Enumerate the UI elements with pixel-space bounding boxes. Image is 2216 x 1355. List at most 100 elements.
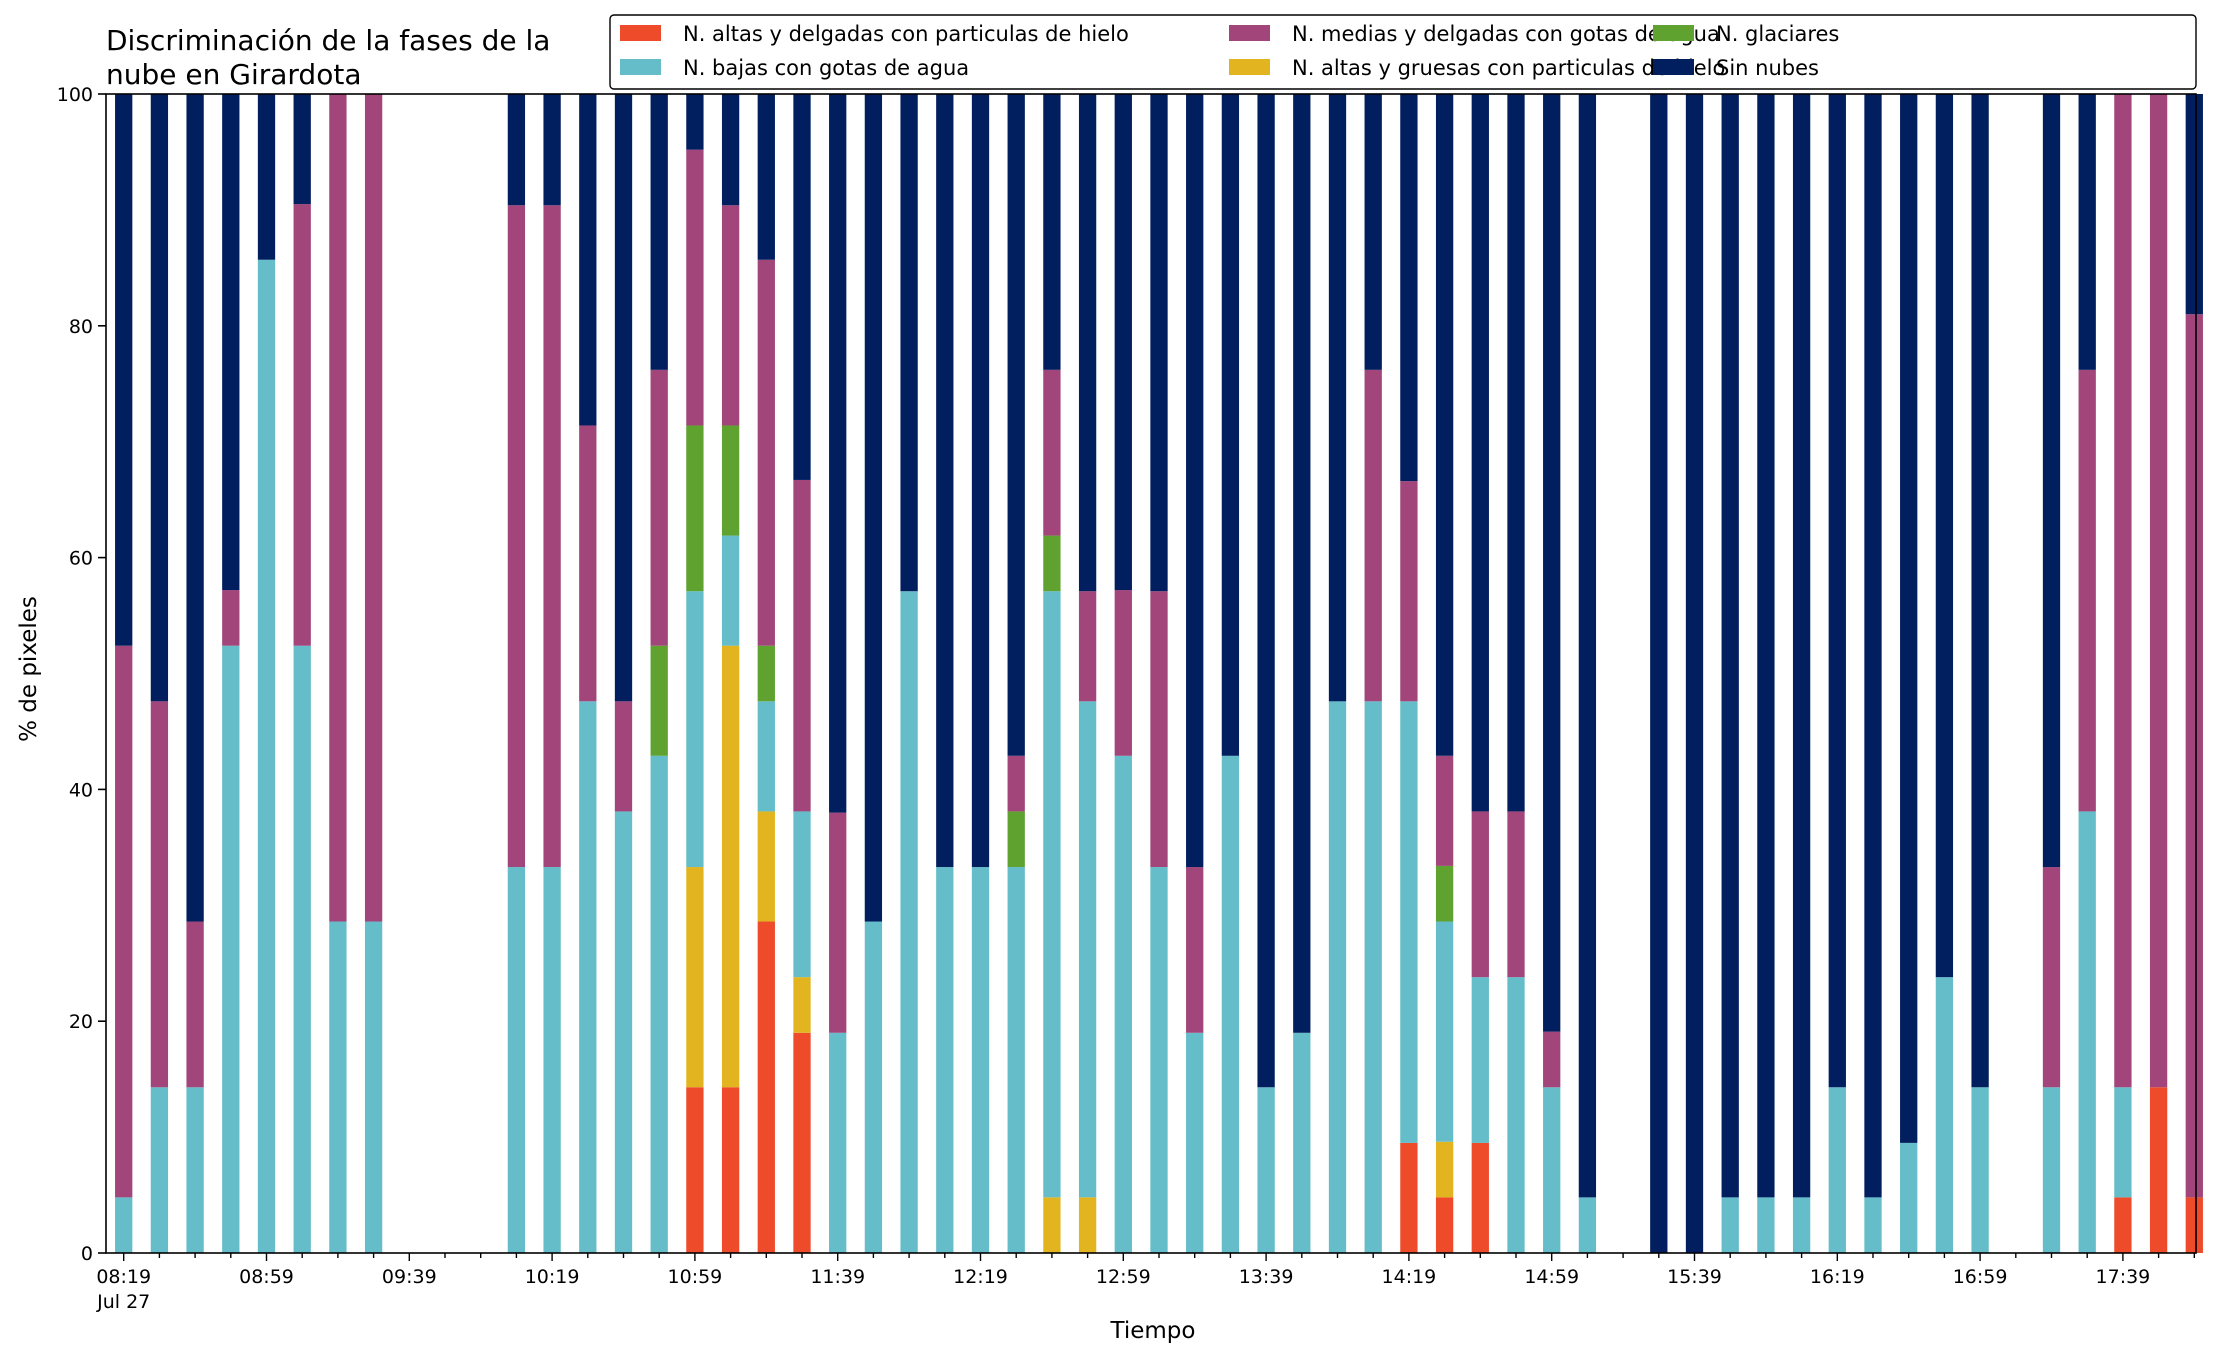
bar-segment-sin [971,94,990,868]
legend-label: Sin nubes [1716,56,1819,80]
legend-item: N. glaciares [1653,22,1839,46]
bar-segment-sin [1293,94,1311,1033]
bar-segment-baja [614,811,633,1253]
bar-segment-baja [1435,921,1454,1142]
bar-segment-media [543,205,561,868]
bar-stack [1364,94,1382,1253]
bar-stack [1650,94,1668,1253]
bar-segment-sin [2042,94,2061,868]
bar-stack [650,94,668,1253]
legend-swatch [1229,25,1270,41]
bar-segment-sin [186,94,204,922]
bar-segment-baja [1328,701,1347,1253]
legend-item: Sin nubes [1653,56,1819,80]
bar-segment-baja [1043,591,1061,1198]
bar-segment-baja [1150,867,1168,1253]
bar-segment-alta-gruesa [793,977,811,1033]
bar-segment-alta-delgada [1471,1142,1489,1253]
bar-segment-glaciar [1007,811,1025,868]
bar-stack [2078,94,2096,1253]
bar-segment-glaciar [721,425,740,536]
x-tick-label: 13:39 [1239,1266,1294,1288]
bar-segment-media [115,645,133,1198]
x-tick-label: 10:19 [525,1266,580,1288]
bar-stack [293,94,311,1253]
bar-stack [329,94,347,1253]
bar-segment-baja [543,867,561,1253]
bar-segment-baja [864,921,883,1253]
bar-segment-media [1007,755,1025,812]
bar-segment-sin [1792,94,1811,1198]
bar-stack [1792,94,1811,1253]
bar-segment-media [1543,1031,1561,1088]
bar-segment-sin [1043,94,1061,370]
y-axis: 0 20 40 60 80 100 [57,84,106,1265]
bar-stack [1864,94,1882,1253]
legend-box [609,14,2197,90]
x-tick-label: 08:19 [96,1266,151,1288]
bar-segment-media [2114,94,2132,1088]
bar-segment-sin [1828,94,1846,1088]
bar-segment-alta-delgada [2149,1087,2168,1253]
bar-segment-glaciar [686,425,704,592]
bar-segment-baja [1471,977,1489,1143]
bar-segment-baja [650,755,668,1253]
bars-layer [115,94,2203,1253]
bar-segment-media [614,701,633,812]
bar-segment-baja [1114,755,1132,1253]
bar-segment-alta-gruesa [1078,1197,1097,1253]
bar-stack [757,94,775,1253]
legend-item: N. altas y gruesas con particulas de hie… [1229,56,1725,80]
bar-segment-sin [222,94,240,591]
bar-stack [1435,94,1454,1253]
bar-segment-baja [186,1087,204,1253]
bar-segment-alta-delgada [793,1032,811,1253]
bar-stack [1043,94,1061,1253]
bar-segment-sin [757,94,775,260]
bar-stack [721,94,740,1253]
bar-segment-alta-gruesa [1043,1197,1061,1253]
x-tick-label: 14:19 [1382,1266,1437,1288]
bar-segment-media [1507,811,1525,978]
bar-segment-baja [1864,1197,1882,1253]
bar-segment-glaciar [1043,535,1061,592]
bar-stack [936,94,954,1253]
bar-segment-baja [364,921,383,1253]
bar-segment-sin [1471,94,1489,812]
x-tick-label: 14:59 [1524,1266,1579,1288]
x-axis-title: Tiempo [1110,1318,1196,1344]
bar-segment-glaciar [650,645,668,756]
bar-stack [1543,94,1561,1253]
y-tick-label: 80 [69,316,93,338]
bar-segment-media [757,259,775,646]
bar-segment-sin [1078,94,1097,592]
bar-segment-sin [150,94,169,702]
legend-swatch [620,59,661,75]
bar-segment-media [1043,369,1061,536]
bar-segment-sin [614,94,633,702]
bar-stack [1293,94,1311,1253]
bar-segment-media [364,94,383,922]
bar-segment-baja [1828,1087,1846,1253]
bar-segment-sin [1900,94,1918,1143]
bar-segment-media [1435,755,1454,866]
bar-segment-baja [1543,1087,1561,1253]
bar-segment-sin [1114,94,1132,591]
bar-stack [1578,94,1597,1253]
bar-segment-media [1471,811,1489,978]
chart-title-line-2: nube en Girardota [106,58,361,91]
bar-segment-baja [2042,1087,2061,1253]
bar-segment-baja [579,701,597,1253]
bar-stack [793,94,811,1253]
bar-stack [1150,94,1168,1253]
bar-segment-baja [1757,1197,1775,1253]
bar-stack [2185,94,2203,1253]
bar-segment-baja [1971,1087,1989,1253]
bar-stack [257,94,276,1253]
bar-segment-sin [1186,94,1204,868]
bar-segment-media [2185,314,2203,1198]
bar-segment-baja [1007,867,1025,1253]
bar-segment-sin [579,94,597,426]
bar-segment-media [1150,591,1168,868]
bar-stack [1828,94,1846,1253]
